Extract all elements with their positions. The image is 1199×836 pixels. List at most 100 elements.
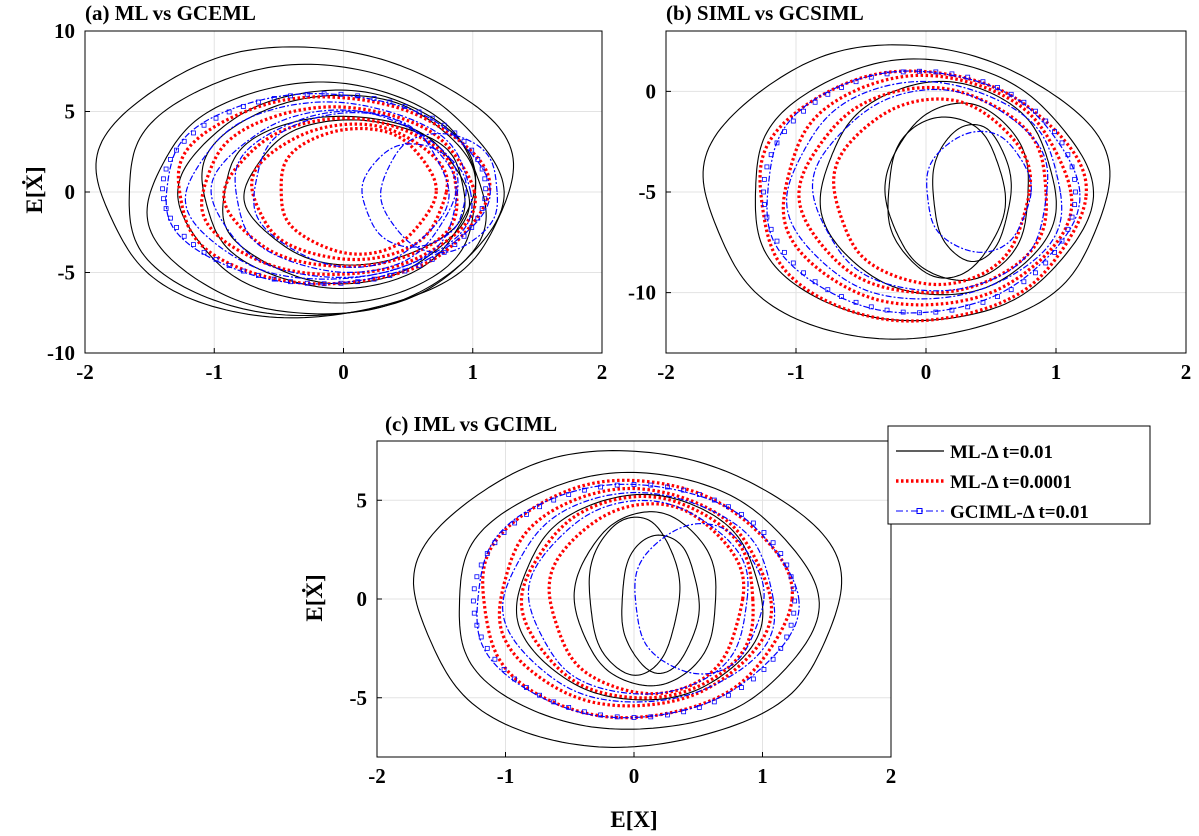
- series-marker: [551, 497, 557, 503]
- series-marker: [770, 540, 776, 546]
- series-marker: [470, 598, 476, 604]
- series-marker: [614, 714, 620, 720]
- trajectory-loop: [797, 85, 1049, 295]
- series-marker: [402, 268, 408, 274]
- series-marker: [501, 530, 507, 535]
- axes-frame: [376, 440, 892, 758]
- panel-a-ylabel: E[Ẋ]: [22, 166, 47, 213]
- series-marker: [839, 85, 844, 90]
- series-marker: [801, 108, 806, 114]
- trajectory-loop: [412, 450, 843, 748]
- series-marker: [791, 586, 797, 592]
- x-tick-label: -1: [787, 360, 805, 384]
- series-marker: [884, 71, 890, 77]
- series-marker: [482, 196, 488, 202]
- series-marker: [474, 622, 480, 628]
- x-tick-label: 1: [757, 764, 768, 788]
- series-marker: [739, 511, 744, 517]
- trajectory-loop: [702, 44, 1111, 340]
- series-marker: [774, 238, 780, 244]
- axes-frame: [665, 30, 1187, 354]
- series-marker: [484, 551, 490, 556]
- series-marker: [598, 484, 604, 490]
- series-marker: [648, 482, 654, 488]
- series-marker: [884, 307, 890, 313]
- panel-b-title: (b) SIML vs GCSIML: [666, 1, 864, 25]
- series-marker: [471, 586, 477, 592]
- trajectory-loop: [361, 143, 467, 248]
- series-marker: [551, 699, 557, 705]
- series-marker: [768, 152, 774, 158]
- series-marker: [614, 482, 620, 488]
- series-marker: [429, 256, 435, 262]
- trajectory-loop: [380, 133, 498, 254]
- series-marker: [201, 122, 207, 128]
- series-marker: [801, 270, 806, 276]
- trajectory-loop: [621, 534, 700, 674]
- series-marker: [161, 176, 166, 182]
- series-group: [412, 450, 843, 748]
- series-marker: [483, 186, 489, 192]
- series-marker: [255, 99, 261, 105]
- series-marker: [566, 705, 572, 710]
- series-marker: [711, 699, 717, 705]
- series-marker: [839, 294, 844, 299]
- series-marker: [900, 309, 906, 315]
- series-marker: [711, 497, 717, 503]
- series-marker: [416, 109, 422, 115]
- trajectory-loop: [177, 89, 477, 304]
- series-marker: [696, 705, 702, 710]
- y-tick-label: 5: [65, 100, 76, 124]
- legend: ML-Δ t=0.01 ML-Δ t=0.0001 GCIML-Δ t=0.01: [887, 425, 1151, 525]
- y-tick-label: 5: [357, 488, 368, 512]
- series-marker: [387, 99, 393, 105]
- series-marker: [726, 504, 731, 510]
- legend-marker-gciml: [916, 508, 923, 514]
- trajectory-loop: [527, 499, 749, 695]
- trajectory-loop: [634, 522, 765, 675]
- series-marker: [484, 645, 490, 651]
- trajectory-loop: [926, 130, 1032, 253]
- series-marker: [1073, 189, 1078, 195]
- series-marker: [792, 598, 798, 604]
- y-tick-label: -5: [350, 686, 368, 710]
- x-tick-label: 2: [886, 764, 897, 788]
- series-marker: [371, 276, 377, 282]
- series-marker: [664, 712, 670, 718]
- series-marker: [933, 69, 939, 75]
- y-tick-label: -5: [639, 180, 657, 204]
- series-marker: [1021, 279, 1027, 285]
- series-marker: [255, 273, 261, 278]
- series-ml-dt-0-0001: [758, 69, 1089, 323]
- series-marker: [402, 104, 408, 109]
- series-marker: [288, 279, 293, 285]
- series-marker: [226, 109, 232, 115]
- series-ml-dt-0-0001: [176, 95, 492, 286]
- series-marker: [764, 214, 770, 220]
- series-marker: [429, 115, 435, 121]
- series-marker: [726, 692, 731, 698]
- series-gciml-dt-0-01: [470, 482, 800, 720]
- series-marker: [512, 676, 518, 682]
- series-marker: [648, 714, 654, 720]
- series-marker: [917, 68, 922, 74]
- series-marker: [479, 206, 485, 211]
- series-marker: [181, 233, 187, 239]
- series-marker: [355, 279, 361, 285]
- series-marker: [478, 562, 484, 568]
- series-marker: [475, 215, 481, 221]
- series-marker: [782, 129, 787, 135]
- series-marker: [387, 273, 393, 278]
- y-tick-label: 0: [646, 79, 657, 103]
- series-ml-dt-0-01: [412, 450, 843, 748]
- x-tick-label: 0: [338, 360, 349, 384]
- x-tick-label: 1: [468, 360, 479, 384]
- series-marker: [479, 166, 485, 172]
- series-marker: [1072, 176, 1078, 182]
- series-marker: [980, 299, 986, 305]
- legend-box: [887, 425, 1151, 525]
- trajectory-loop: [588, 516, 681, 676]
- x-tick-label: -2: [657, 360, 675, 384]
- series-marker: [1072, 202, 1078, 208]
